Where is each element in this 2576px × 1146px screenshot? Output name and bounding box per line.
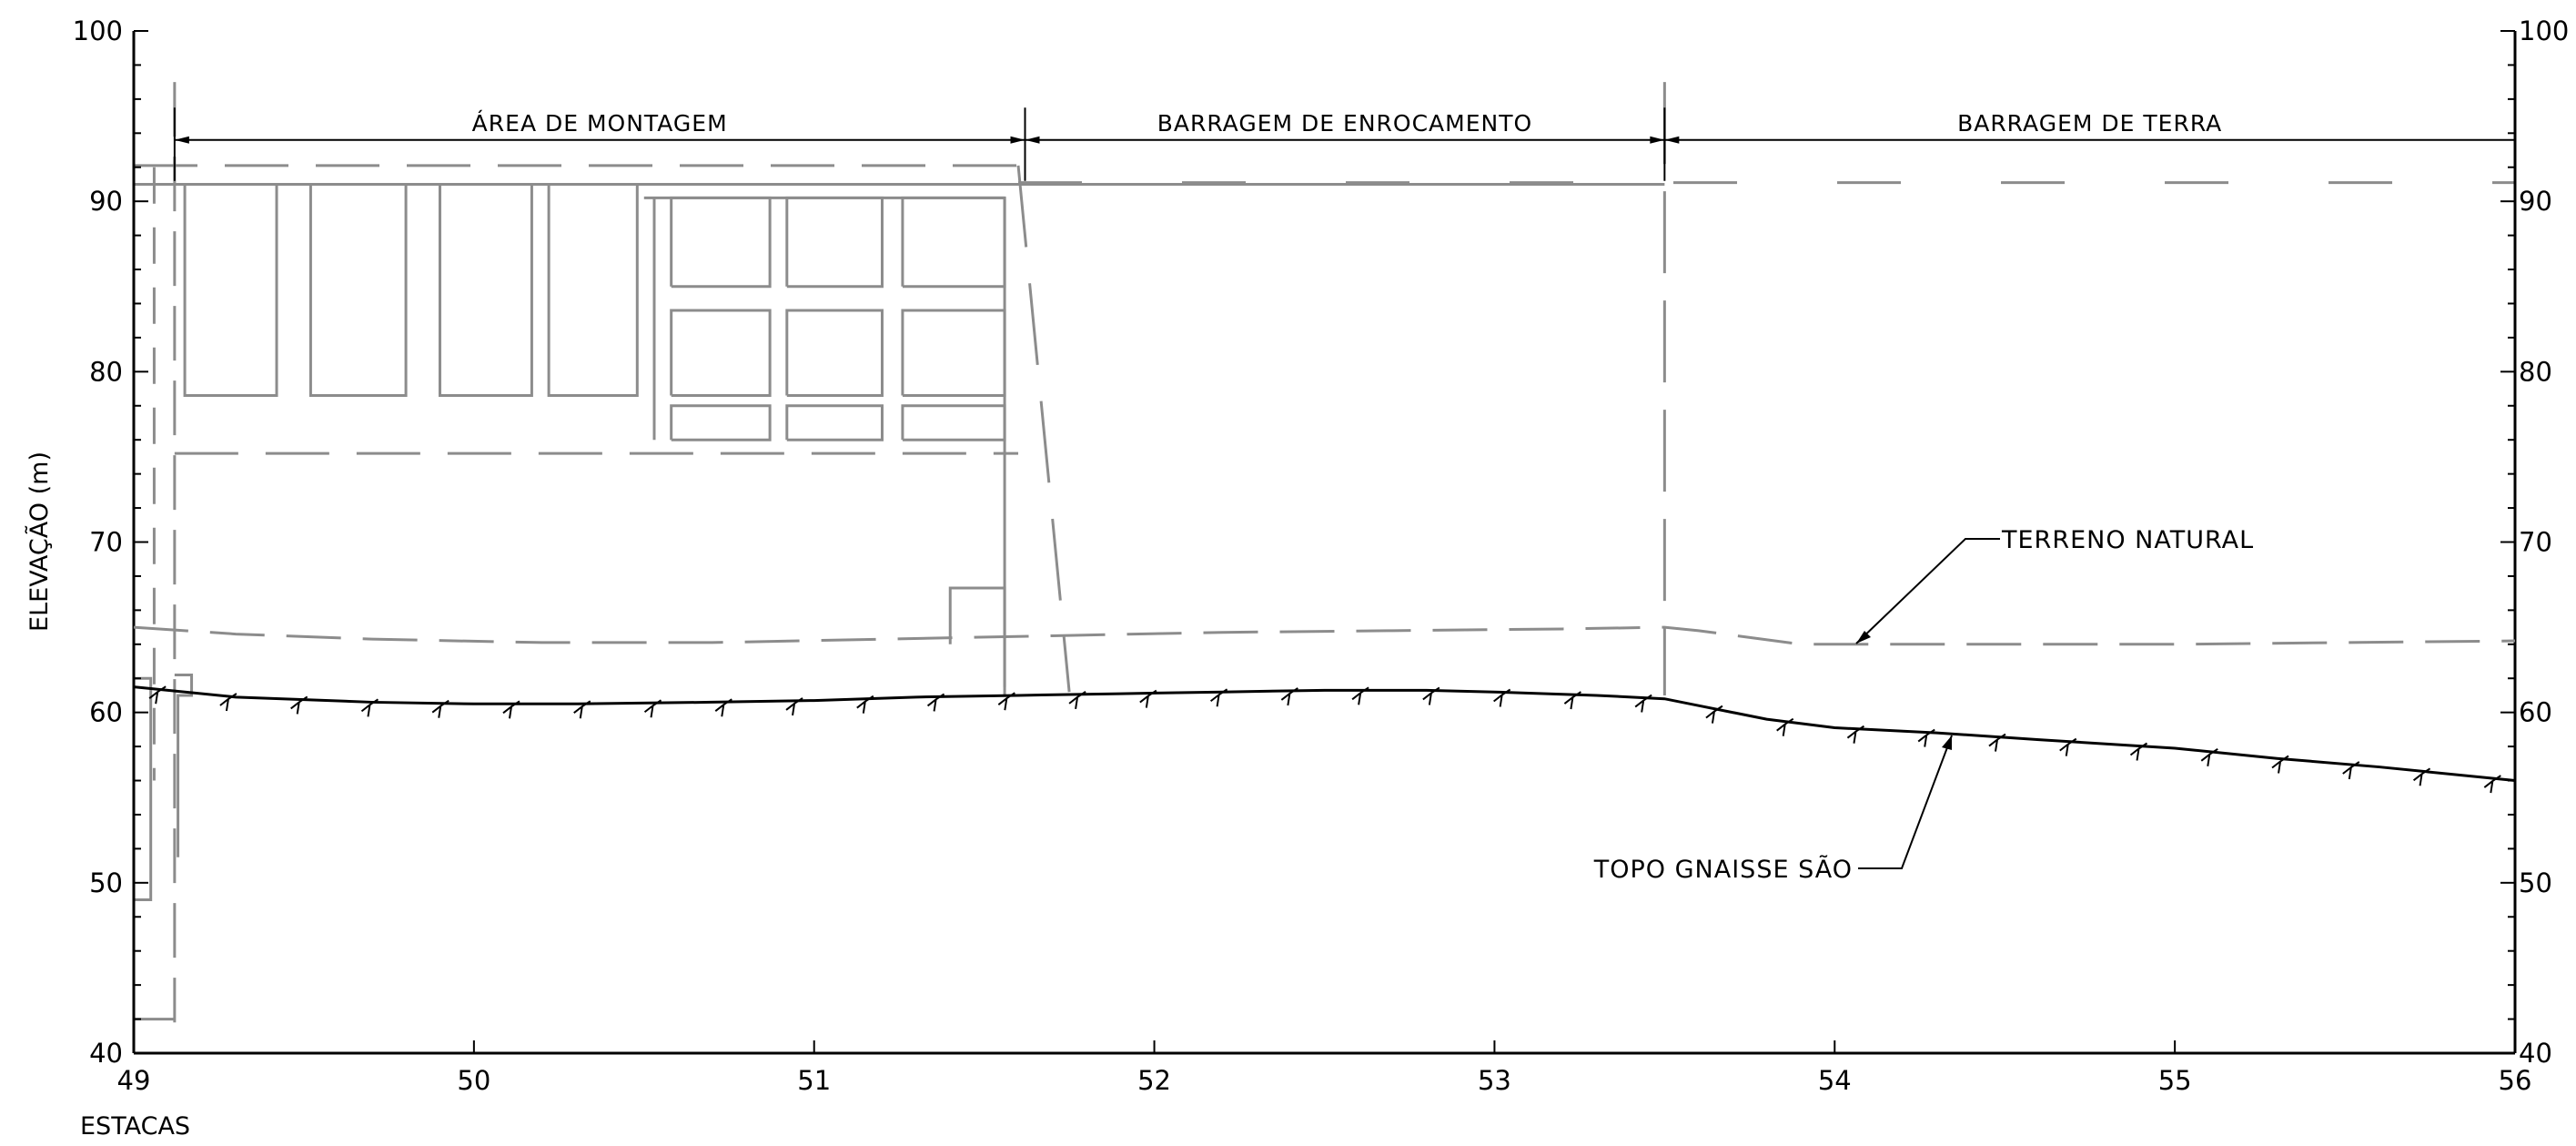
structure-cell — [901, 404, 1006, 441]
y-tick-label-left: 40 — [89, 1038, 123, 1069]
rock-hatch-mark — [933, 699, 937, 712]
rock-hatch-mark — [2065, 744, 2069, 756]
rock-hatch-mark — [579, 706, 583, 719]
rock-hatch-mark — [2278, 761, 2282, 774]
zone-arrow-right — [1650, 136, 1665, 144]
y-tick-label-left: 70 — [89, 527, 123, 558]
rock-hatch-mark — [296, 702, 300, 715]
y-tick-label-right: 70 — [2519, 527, 2552, 558]
zone-label: BARRAGEM DE ENROCAMENTO — [1157, 110, 1532, 137]
rock-hatch-mark — [1287, 693, 1291, 706]
y-tick-label-right: 80 — [2519, 356, 2552, 387]
x-tick-label: 52 — [1137, 1065, 1171, 1096]
rock-hatch-mark — [1428, 693, 1432, 705]
rock-hatch-mark — [155, 692, 159, 705]
x-tick-label: 50 — [457, 1065, 490, 1096]
topo-gnaisse-leader — [1858, 735, 1953, 869]
structure-cell — [670, 196, 772, 289]
y-tick-label-right: 40 — [2519, 1038, 2552, 1069]
zone-dimension-lines: ÁREA DE MONTAGEM BARRAGEM DE ENROCAMENTO B… — [173, 107, 2515, 181]
rock-hatch-mark — [2136, 748, 2140, 761]
y-tick-label-right: 90 — [2519, 186, 2552, 217]
x-tick-label: 55 — [2158, 1065, 2192, 1096]
rock-hatch-mark — [225, 698, 229, 712]
structure-cell — [438, 184, 533, 398]
rock-hatch-mark — [2207, 754, 2211, 766]
y-tick-label-left: 90 — [89, 186, 123, 217]
structure-cell — [785, 309, 884, 398]
y-tick-label-left: 100 — [73, 15, 123, 46]
rock-hatch-mark — [438, 705, 442, 718]
rock-hatch-mark — [2490, 780, 2494, 794]
rock-hatch-mark — [367, 705, 371, 717]
rock-hatch-mark — [1570, 696, 1574, 710]
structure-cell — [547, 184, 639, 398]
y-tick-label-right: 50 — [2519, 867, 2552, 898]
rock-hatch-mark — [1924, 735, 1928, 747]
x-tick-label: 54 — [1818, 1065, 1852, 1096]
y-tick-labels-right: 40 50 60 70 80 90 100 — [2519, 15, 2569, 1069]
y-tick-label-right: 60 — [2519, 697, 2552, 728]
x-tick-label: 51 — [797, 1065, 831, 1096]
structure-cell — [901, 309, 1006, 398]
rock-hatch-mark — [792, 703, 796, 716]
terreno-natural-line — [133, 625, 2516, 646]
structure-cell — [308, 184, 408, 398]
zone-arrow-right — [1010, 136, 1025, 144]
structure-cell — [183, 184, 278, 398]
rock-hatch-mark — [1711, 711, 1715, 724]
structure-outline — [134, 676, 153, 902]
rock-hatch-mark — [508, 706, 512, 719]
x-tick-label: 49 — [117, 1065, 151, 1096]
structure-outline — [174, 673, 194, 857]
x-tick-label: 56 — [2499, 1065, 2532, 1096]
axis-ticks — [133, 30, 2516, 1054]
rock-hatch-mark — [1145, 695, 1149, 708]
rock-hatch-mark — [1075, 696, 1079, 710]
topo-gnaisse-line — [133, 685, 2516, 783]
y-tick-label-right: 100 — [2519, 15, 2569, 46]
y-tick-labels-left: 40 50 60 70 80 90 100 — [73, 15, 123, 1069]
rock-hatch-mark — [1004, 698, 1008, 711]
structure-cell — [670, 404, 772, 441]
y-tick-label-left: 80 — [89, 356, 123, 387]
structure-cell — [785, 404, 884, 441]
y-tick-label-left: 60 — [89, 697, 123, 728]
rock-hatch-mark — [2419, 774, 2423, 786]
rock-hatch-mark — [1499, 695, 1503, 707]
terreno-natural-label: TERRENO NATURAL — [2001, 526, 2254, 554]
terreno-natural-leader — [1855, 538, 2000, 644]
series-layer — [133, 625, 2516, 794]
rock-hatch-mark — [862, 701, 866, 714]
zone-arrow-left — [1664, 136, 1680, 144]
y-tick-label-left: 50 — [89, 867, 123, 898]
annotations — [1855, 538, 2000, 869]
rock-hatch-mark — [721, 705, 725, 717]
zone-label: BARRAGEM DE TERRA — [1957, 110, 2222, 137]
structure-cell — [670, 309, 772, 398]
rock-hatch-mark — [1853, 731, 1857, 744]
topo-gnaisse-label: TOPO GNAISSE SÃO — [1593, 855, 1853, 884]
structure-cell — [785, 196, 884, 289]
rock-hatch-mark — [2348, 766, 2352, 780]
rock-hatch-mark — [1782, 724, 1786, 736]
x-tick-labels: 49 50 51 52 53 54 55 56 — [117, 1065, 2532, 1096]
structure-dashed-line — [1016, 165, 1071, 693]
zone-label: ÁREA DE MONTAGEM — [472, 110, 728, 137]
rock-hatch-mark — [1358, 693, 1362, 705]
topo-gnaisse-arrowhead — [1942, 735, 1952, 750]
rock-hatch-mark — [1216, 695, 1220, 707]
zone-arrow-left — [1025, 136, 1040, 144]
x-tick-label: 53 — [1478, 1065, 1511, 1096]
structure-outline — [948, 586, 1006, 695]
rock-hatch-mark — [1995, 739, 1998, 752]
terreno-natural-arrowhead — [1856, 631, 1871, 644]
rock-hatch-mark — [650, 705, 654, 718]
y-axis-title: ELEVAÇÃO (m) — [25, 451, 54, 632]
rock-hatch-mark — [1641, 700, 1645, 713]
zone-arrow-left — [174, 136, 189, 144]
x-axis-title: ESTACAS — [80, 1112, 190, 1141]
structure-cell — [901, 196, 1006, 289]
